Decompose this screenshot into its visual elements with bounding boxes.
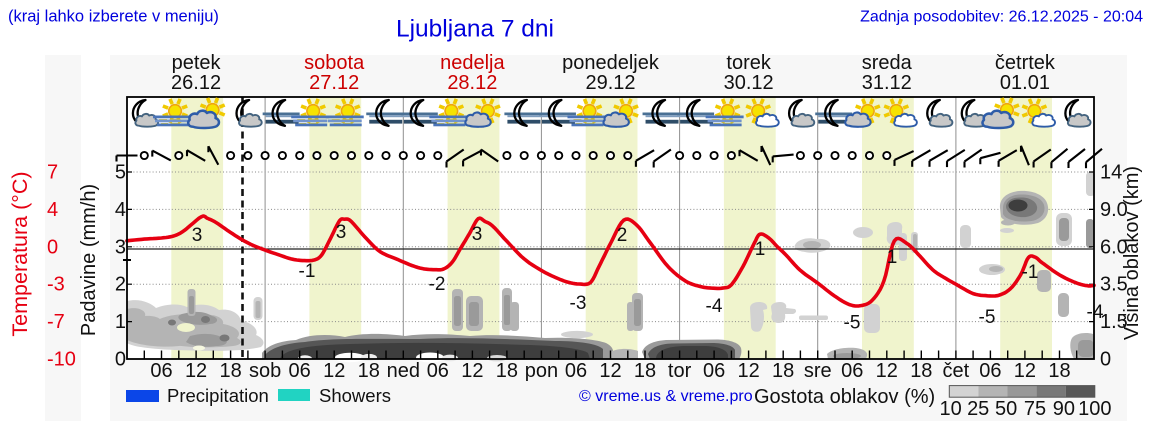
svg-text:1: 1 xyxy=(755,239,766,260)
svg-text:© vreme.us & vreme.pro: © vreme.us & vreme.pro xyxy=(579,388,753,405)
svg-text:06: 06 xyxy=(841,360,863,382)
svg-text:18: 18 xyxy=(634,360,656,382)
svg-text:06: 06 xyxy=(979,360,1001,382)
svg-text:0: 0 xyxy=(1100,349,1111,371)
svg-text:6.0: 6.0 xyxy=(1100,236,1128,258)
svg-text:12: 12 xyxy=(1014,360,1036,382)
svg-text:18: 18 xyxy=(496,360,518,382)
svg-text:12: 12 xyxy=(599,360,621,382)
svg-text:-5: -5 xyxy=(844,313,861,334)
svg-text:(kraj lahko izberete v meniju): (kraj lahko izberete v meniju) xyxy=(8,8,219,26)
svg-text:petek: petek xyxy=(172,52,222,74)
svg-text:-4: -4 xyxy=(1087,302,1104,323)
svg-text:01.01: 01.01 xyxy=(1000,72,1050,94)
svg-text:06: 06 xyxy=(289,360,311,382)
svg-text:Precipitation: Precipitation xyxy=(167,385,269,406)
svg-text:18: 18 xyxy=(772,360,794,382)
svg-text:-5: -5 xyxy=(979,307,996,328)
svg-text:18: 18 xyxy=(910,360,932,382)
svg-text:18: 18 xyxy=(1048,360,1070,382)
svg-text:12: 12 xyxy=(738,360,760,382)
svg-text:14: 14 xyxy=(1100,162,1122,184)
svg-text:1: 1 xyxy=(887,247,898,268)
svg-text:nedelja: nedelja xyxy=(440,52,505,74)
svg-text:1: 1 xyxy=(115,311,126,333)
svg-text:četrtek: četrtek xyxy=(995,52,1056,74)
svg-text:4: 4 xyxy=(47,199,58,221)
svg-text:12: 12 xyxy=(876,360,898,382)
svg-text:-1: -1 xyxy=(299,261,316,282)
svg-text:0: 0 xyxy=(115,349,126,371)
svg-text:06: 06 xyxy=(565,360,587,382)
svg-text:10: 10 xyxy=(939,398,961,420)
svg-text:-2: -2 xyxy=(429,274,446,295)
svg-text:-3: -3 xyxy=(47,274,65,296)
svg-text:Višina oblakov (km): Višina oblakov (km) xyxy=(1121,166,1143,340)
svg-text:28.12: 28.12 xyxy=(447,72,497,94)
svg-text:Padavine (mm/h): Padavine (mm/h) xyxy=(78,184,100,336)
svg-text:25: 25 xyxy=(967,398,989,420)
svg-text:Showers: Showers xyxy=(319,385,391,406)
svg-text:12: 12 xyxy=(461,360,483,382)
svg-text:pon: pon xyxy=(525,360,558,382)
svg-text:ponedeljek: ponedeljek xyxy=(562,52,660,74)
svg-text:Gostota oblakov (%): Gostota oblakov (%) xyxy=(754,386,935,408)
svg-text:-10: -10 xyxy=(47,349,76,371)
svg-text:sreda: sreda xyxy=(862,52,913,74)
svg-text:1.5: 1.5 xyxy=(1100,311,1128,333)
svg-text:čet: čet xyxy=(943,360,970,382)
svg-text:50: 50 xyxy=(995,398,1017,420)
svg-text:90: 90 xyxy=(1053,398,1075,420)
svg-text:3: 3 xyxy=(336,222,347,243)
svg-text:Zadnja posodobitev: 26.12.2025: Zadnja posodobitev: 26.12.2025 - 20:04 xyxy=(860,9,1143,26)
svg-text:Temperatura (°C): Temperatura (°C) xyxy=(8,171,32,336)
svg-text:18: 18 xyxy=(358,360,380,382)
svg-text:18: 18 xyxy=(219,360,241,382)
svg-text:7: 7 xyxy=(47,162,58,184)
svg-text:27.12: 27.12 xyxy=(309,72,359,94)
svg-text:sob: sob xyxy=(249,360,281,382)
svg-text:30.12: 30.12 xyxy=(724,72,774,94)
svg-text:-4: -4 xyxy=(706,296,723,317)
svg-text:06: 06 xyxy=(150,360,172,382)
svg-text:3.5: 3.5 xyxy=(1100,274,1128,296)
svg-text:sre: sre xyxy=(804,360,832,382)
svg-text:0: 0 xyxy=(47,236,58,258)
svg-text:26.12: 26.12 xyxy=(171,72,221,94)
svg-text:31.12: 31.12 xyxy=(862,72,912,94)
svg-text:3: 3 xyxy=(115,236,126,258)
svg-text:06: 06 xyxy=(427,360,449,382)
svg-text:9.0: 9.0 xyxy=(1100,199,1128,221)
svg-text:5: 5 xyxy=(115,162,126,184)
svg-text:12: 12 xyxy=(185,360,207,382)
svg-text:06: 06 xyxy=(703,360,725,382)
svg-text:ned: ned xyxy=(387,360,420,382)
svg-text:3: 3 xyxy=(192,225,203,246)
svg-text:sobota: sobota xyxy=(304,52,365,74)
svg-text:torek: torek xyxy=(726,52,771,74)
svg-text:4: 4 xyxy=(115,199,126,221)
svg-text:2: 2 xyxy=(115,274,126,296)
svg-text:3: 3 xyxy=(472,224,483,245)
svg-text:12: 12 xyxy=(323,360,345,382)
svg-text:-3: -3 xyxy=(570,293,587,314)
svg-text:2: 2 xyxy=(617,225,628,246)
svg-text:tor: tor xyxy=(668,360,692,382)
svg-text:-1: -1 xyxy=(1022,262,1039,283)
svg-text:29.12: 29.12 xyxy=(585,72,635,94)
svg-text:Ljubljana 7 dni: Ljubljana 7 dni xyxy=(396,16,554,43)
svg-text:100: 100 xyxy=(1078,398,1111,420)
svg-text:-7: -7 xyxy=(47,311,65,333)
svg-text:75: 75 xyxy=(1024,398,1046,420)
